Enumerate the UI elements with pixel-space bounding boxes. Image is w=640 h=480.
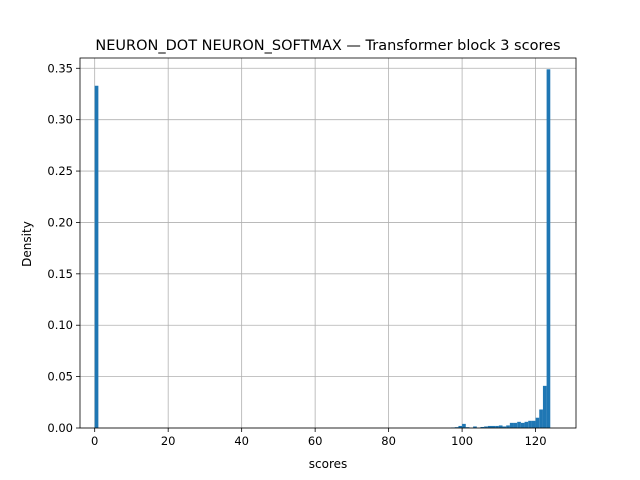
histogram-bar: [513, 422, 518, 428]
histogram-bar: [535, 417, 540, 428]
histogram-bar: [465, 427, 470, 428]
histogram-bar: [495, 425, 499, 428]
y-tick-label: 0.25: [47, 164, 73, 178]
histogram-bar: [502, 426, 507, 428]
bars: [94, 69, 551, 429]
ticks: 0 20 40 60 80 100 120 0.00 0.05 0.10 0.15 0.20 0.25 0…: [47, 61, 546, 448]
histogram-bar: [458, 425, 463, 428]
histogram-bar: [531, 420, 536, 428]
y-tick-label: 0.30: [47, 113, 73, 127]
x-tick-label: 120: [525, 434, 547, 448]
histogram-bar: [473, 426, 477, 428]
y-tick-label: 0.05: [47, 370, 73, 384]
histogram-bar: [539, 409, 543, 428]
histogram-bar: [509, 422, 514, 428]
histogram-bar: [480, 426, 485, 428]
plot-frame: [79, 57, 577, 429]
histogram-bar: [487, 425, 492, 428]
y-tick-label: 0.20: [47, 215, 73, 229]
x-tick-label: 60: [308, 434, 323, 448]
x-tick-label: 80: [381, 434, 396, 448]
histogram-bar: [454, 427, 459, 428]
histogram-bar: [94, 85, 99, 428]
histogram-bar: [498, 425, 503, 428]
histogram-bar: [542, 385, 547, 428]
y-axis-label: Density: [20, 221, 34, 267]
histogram-bar: [528, 420, 532, 428]
histogram-bar: [484, 426, 488, 428]
x-axis-label: scores: [309, 457, 348, 471]
histogram-bar: [546, 69, 551, 429]
x-tick-label: 40: [234, 434, 249, 448]
histogram-bar: [520, 422, 525, 428]
x-tick-label: 100: [451, 434, 473, 448]
histogram-bar: [517, 421, 521, 428]
chart-title: NEURON_DOT NEURON_SOFTMAX — Transformer …: [95, 38, 560, 54]
histogram-bar: [524, 421, 529, 428]
y-tick-label: 0.00: [47, 421, 73, 435]
histogram-bar: [462, 423, 466, 428]
histogram-bar: [506, 425, 510, 428]
x-tick-label: 20: [161, 434, 176, 448]
x-tick-label: 0: [91, 434, 98, 448]
y-tick-label: 0.35: [47, 61, 73, 75]
histogram-bar: [491, 425, 496, 428]
y-tick-label: 0.15: [47, 267, 73, 281]
y-tick-label: 0.10: [47, 318, 73, 332]
